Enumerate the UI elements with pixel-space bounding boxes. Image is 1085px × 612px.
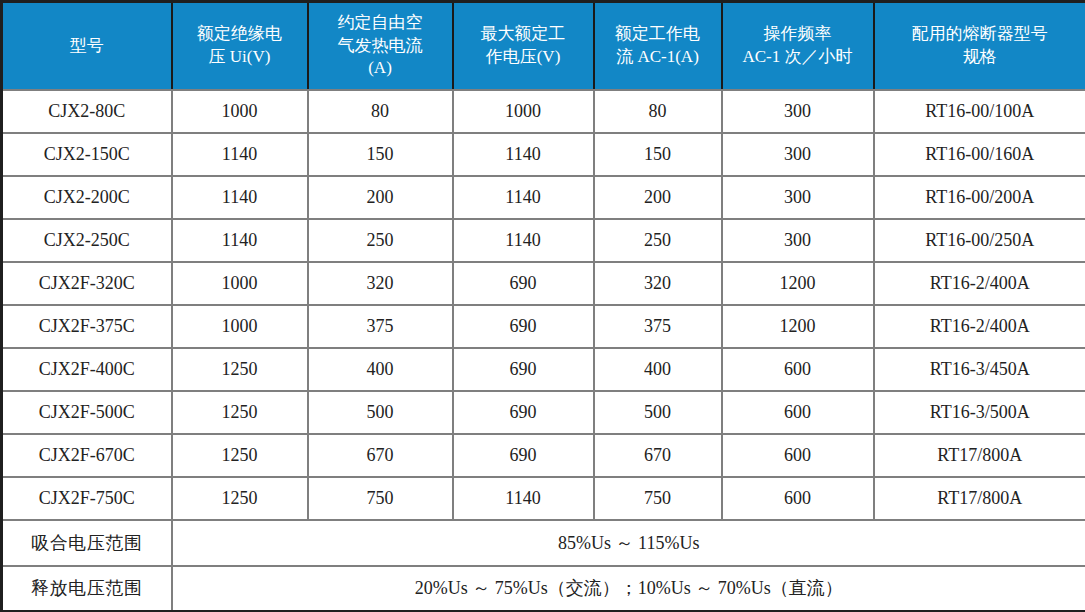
cell-operating-frequency: 600 — [722, 477, 874, 520]
cell-fuse-spec: RT16-00/160A — [874, 133, 1085, 176]
cell-fuse-spec: RT16-00/200A — [874, 176, 1085, 219]
cell-operating-frequency: 300 — [722, 133, 874, 176]
cell-fuse-spec: RT16-3/450A — [874, 348, 1085, 391]
cell-working-current: 250 — [594, 219, 722, 262]
column-header-insulation-voltage: 额定绝缘电 压 Ui(V) — [172, 2, 308, 90]
cell-max-working-voltage: 690 — [453, 305, 594, 348]
column-header-fuse-spec: 配用的熔断器型号 规格 — [874, 2, 1085, 90]
table-row: CJX2-250C 1140 250 1140 250 300 RT16-00/… — [2, 219, 1085, 262]
cell-insulation-voltage: 1250 — [172, 477, 308, 520]
cell-working-current: 320 — [594, 262, 722, 305]
cell-operating-frequency: 600 — [722, 348, 874, 391]
cell-model: CJX2F-750C — [2, 477, 172, 520]
cell-fuse-spec: RT16-00/250A — [874, 219, 1085, 262]
cell-fuse-spec: RT16-3/500A — [874, 391, 1085, 434]
cell-model: CJX2-150C — [2, 133, 172, 176]
table-row: CJX2F-320C 1000 320 690 320 1200 RT16-2/… — [2, 262, 1085, 305]
contactor-spec-table: 型号 额定绝缘电 压 Ui(V) 约定自由空 气发热电流 (A) 最大额定工 作… — [0, 0, 1085, 612]
cell-working-current: 670 — [594, 434, 722, 477]
cell-thermal-current: 500 — [308, 391, 453, 434]
cell-working-current: 150 — [594, 133, 722, 176]
cell-insulation-voltage: 1250 — [172, 434, 308, 477]
cell-max-working-voltage: 690 — [453, 391, 594, 434]
cell-working-current: 375 — [594, 305, 722, 348]
table-row: CJX2-80C 1000 80 1000 80 300 RT16-00/100… — [2, 90, 1085, 133]
cell-model: CJX2-200C — [2, 176, 172, 219]
cell-working-current: 400 — [594, 348, 722, 391]
cell-working-current: 750 — [594, 477, 722, 520]
pickup-voltage-value: 85%Us ～ 115%Us — [172, 520, 1085, 566]
cell-operating-frequency: 600 — [722, 391, 874, 434]
column-header-model: 型号 — [2, 2, 172, 90]
cell-fuse-spec: RT16-00/100A — [874, 90, 1085, 133]
cell-thermal-current: 200 — [308, 176, 453, 219]
cell-max-working-voltage: 1140 — [453, 477, 594, 520]
cell-model: CJX2F-375C — [2, 305, 172, 348]
column-header-thermal-current: 约定自由空 气发热电流 (A) — [308, 2, 453, 90]
table-row: CJX2-200C 1140 200 1140 200 300 RT16-00/… — [2, 176, 1085, 219]
cell-model: CJX2-80C — [2, 90, 172, 133]
cell-max-working-voltage: 1000 — [453, 90, 594, 133]
release-voltage-value: 20%Us ～ 75%Us（交流）；10%Us ～ 70%Us（直流） — [172, 566, 1085, 612]
cell-insulation-voltage: 1000 — [172, 262, 308, 305]
table-header-row: 型号 额定绝缘电 压 Ui(V) 约定自由空 气发热电流 (A) 最大额定工 作… — [2, 2, 1085, 90]
cell-thermal-current: 150 — [308, 133, 453, 176]
cell-max-working-voltage: 690 — [453, 262, 594, 305]
cell-max-working-voltage: 690 — [453, 348, 594, 391]
table-row: CJX2F-400C 1250 400 690 400 600 RT16-3/4… — [2, 348, 1085, 391]
cell-model: CJX2F-670C — [2, 434, 172, 477]
cell-thermal-current: 250 — [308, 219, 453, 262]
cell-max-working-voltage: 1140 — [453, 219, 594, 262]
table-row: CJX2-150C 1140 150 1140 150 300 RT16-00/… — [2, 133, 1085, 176]
cell-model: CJX2-250C — [2, 219, 172, 262]
cell-operating-frequency: 1200 — [722, 305, 874, 348]
cell-working-current: 80 — [594, 90, 722, 133]
release-voltage-label: 释放电压范围 — [2, 566, 172, 612]
cell-operating-frequency: 300 — [722, 176, 874, 219]
cell-operating-frequency: 300 — [722, 219, 874, 262]
cell-max-working-voltage: 1140 — [453, 176, 594, 219]
cell-insulation-voltage: 1140 — [172, 219, 308, 262]
cell-fuse-spec: RT17/800A — [874, 434, 1085, 477]
column-header-operating-frequency: 操作频率 AC-1 次／小时 — [722, 2, 874, 90]
table-row: CJX2F-500C 1250 500 690 500 600 RT16-3/5… — [2, 391, 1085, 434]
cell-insulation-voltage: 1000 — [172, 305, 308, 348]
cell-fuse-spec: RT16-2/400A — [874, 262, 1085, 305]
cell-max-working-voltage: 690 — [453, 434, 594, 477]
cell-model: CJX2F-320C — [2, 262, 172, 305]
cell-operating-frequency: 1200 — [722, 262, 874, 305]
release-voltage-row: 释放电压范围 20%Us ～ 75%Us（交流）；10%Us ～ 70%Us（直… — [2, 566, 1085, 612]
pickup-voltage-row: 吸合电压范围 85%Us ～ 115%Us — [2, 520, 1085, 566]
cell-model: CJX2F-500C — [2, 391, 172, 434]
column-header-working-current: 额定工作电 流 AC-1(A) — [594, 2, 722, 90]
cell-max-working-voltage: 1140 — [453, 133, 594, 176]
cell-thermal-current: 80 — [308, 90, 453, 133]
cell-working-current: 200 — [594, 176, 722, 219]
cell-thermal-current: 320 — [308, 262, 453, 305]
cell-operating-frequency: 300 — [722, 90, 874, 133]
cell-operating-frequency: 600 — [722, 434, 874, 477]
cell-thermal-current: 670 — [308, 434, 453, 477]
cell-working-current: 500 — [594, 391, 722, 434]
cell-insulation-voltage: 1000 — [172, 90, 308, 133]
cell-thermal-current: 750 — [308, 477, 453, 520]
cell-insulation-voltage: 1250 — [172, 391, 308, 434]
table-row: CJX2F-750C 1250 750 1140 750 600 RT17/80… — [2, 477, 1085, 520]
table-row: CJX2F-670C 1250 670 690 670 600 RT17/800… — [2, 434, 1085, 477]
pickup-voltage-label: 吸合电压范围 — [2, 520, 172, 566]
table-row: CJX2F-375C 1000 375 690 375 1200 RT16-2/… — [2, 305, 1085, 348]
cell-thermal-current: 400 — [308, 348, 453, 391]
cell-fuse-spec: RT16-2/400A — [874, 305, 1085, 348]
column-header-max-working-voltage: 最大额定工 作电压(V) — [453, 2, 594, 90]
cell-thermal-current: 375 — [308, 305, 453, 348]
cell-insulation-voltage: 1140 — [172, 133, 308, 176]
cell-insulation-voltage: 1250 — [172, 348, 308, 391]
cell-fuse-spec: RT17/800A — [874, 477, 1085, 520]
cell-insulation-voltage: 1140 — [172, 176, 308, 219]
cell-model: CJX2F-400C — [2, 348, 172, 391]
